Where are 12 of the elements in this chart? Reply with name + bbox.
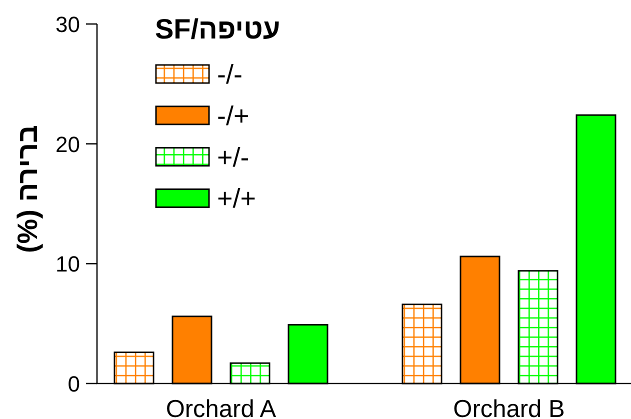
legend-label: +/- [217, 142, 250, 172]
y-axis-title: ברירה (%) [12, 124, 44, 254]
legend-label: -/- [217, 60, 242, 90]
y-tick-label: 10 [56, 252, 80, 277]
legend-title: עטיפה/SF [155, 13, 280, 44]
legend-label: -/+ [217, 100, 250, 131]
legend-label: +/+ [217, 184, 256, 214]
x-tick-label: Orchard B [453, 396, 565, 419]
x-tick-label: Orchard A [166, 396, 276, 419]
y-tick-label: 20 [56, 132, 80, 157]
y-tick-label: 0 [68, 371, 80, 396]
y-tick-label: 30 [56, 12, 80, 37]
